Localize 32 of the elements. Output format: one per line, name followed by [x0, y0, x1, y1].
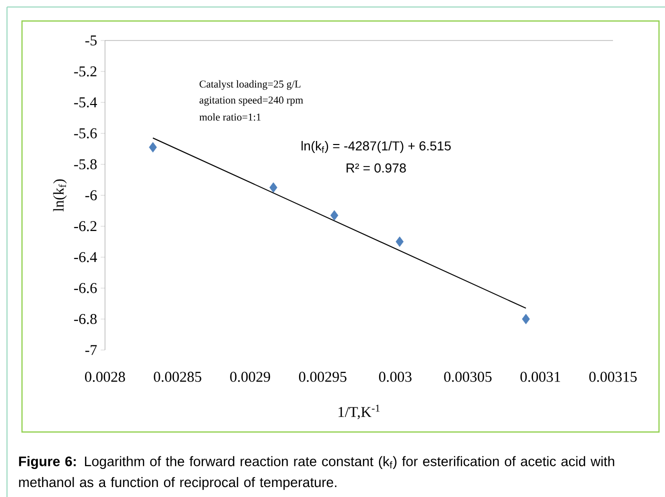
x-tick-label: 0.0029: [230, 372, 270, 382]
y-tick-label: -6.4: [74, 252, 97, 262]
x-tick-label: 0.00305: [444, 372, 492, 382]
y-tick-label: -5.6: [74, 128, 97, 138]
y-tick-label: -6.2: [74, 221, 96, 232]
annotation: agitation speed=240 rpm: [200, 96, 304, 106]
annotation: Catalyst loading=25 g/L: [200, 80, 300, 90]
y-tick-label: -5: [85, 36, 97, 46]
y-tick-label: -5.8: [74, 159, 97, 170]
y-tick-label: -5.4: [74, 97, 97, 108]
y-tick-label: -5.2: [74, 66, 96, 77]
point: [148, 142, 157, 152]
point: [330, 210, 338, 221]
x-tick-label: 0.003: [379, 372, 412, 382]
y-tick-label: -6.8: [74, 314, 97, 324]
point: [396, 236, 404, 247]
point: [522, 314, 530, 324]
x-tick-label: 0.00285: [154, 372, 202, 382]
x-tick-label: 0.00315: [589, 372, 637, 382]
x-tick-label: 0.00295: [298, 372, 346, 382]
x-tick-label: 0.0028: [85, 372, 125, 382]
y-tick-label: -7: [85, 345, 97, 355]
y-tick-label: -6.6: [74, 283, 97, 294]
x-axis-title: 1/T,K$^{-1}$: [338, 404, 380, 420]
x-tick-label: 0.0031: [520, 372, 560, 382]
annotation: R² = 0.978: [346, 163, 406, 173]
point: [269, 182, 278, 193]
y-tick-label: -6: [85, 190, 97, 200]
text: Figure 6: Logarithm of the forward reaction rate constant (k$_{f}$) for esterification of acetic acid with methanol as a function of reciprocal of temperature.: [19, 456, 614, 490]
y-axis-title: ln(k$_{f}$): [53, 179, 67, 212]
annotation: ln(k$_{f}$) = -4287(1/T) + 6.515: [302, 140, 451, 154]
annotation: mole ratio=1:1: [199, 113, 261, 121]
